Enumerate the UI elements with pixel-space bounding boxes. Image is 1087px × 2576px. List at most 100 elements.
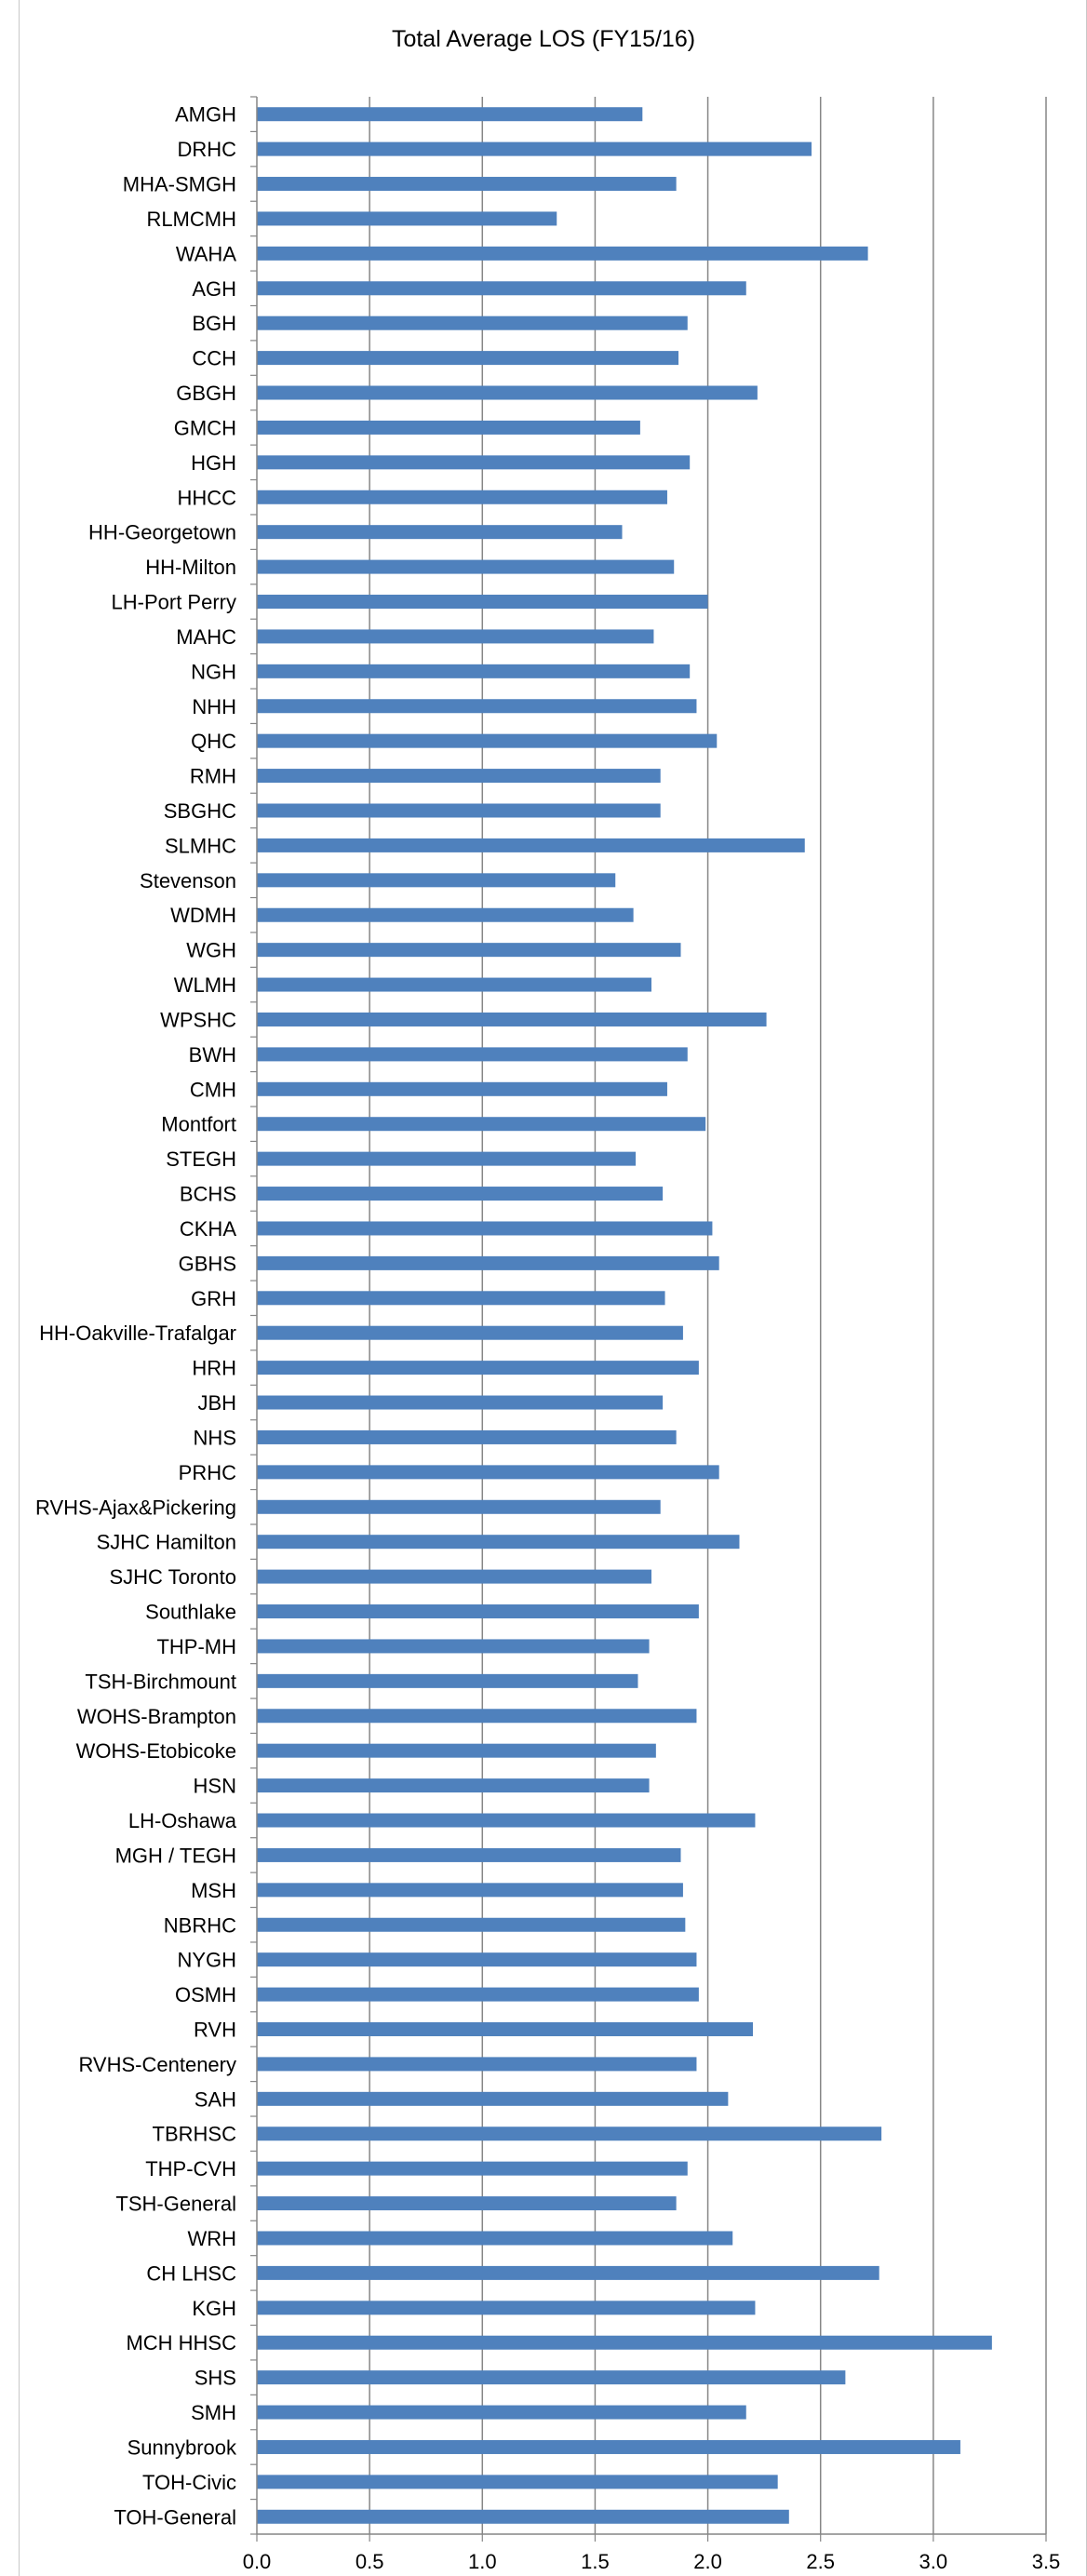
category-label-28: BWH	[189, 1043, 236, 1067]
category-label-19: QHC	[191, 730, 236, 753]
bar-66	[257, 2370, 846, 2385]
category-label-7: BGH	[192, 312, 236, 335]
bar-46	[257, 1673, 638, 1688]
bar-layer	[257, 107, 992, 2524]
category-label-35: GRH	[191, 1287, 236, 1310]
category-label-38: JBH	[197, 1391, 236, 1415]
bar-11	[257, 455, 691, 470]
category-label-33: CKHA	[180, 1217, 236, 1241]
category-label-64: KGH	[192, 2297, 236, 2320]
category-label-24: WDMH	[170, 904, 236, 927]
category-label-10: GMCH	[174, 416, 236, 439]
bar-48	[257, 1743, 656, 1758]
bar-31	[257, 1151, 637, 1166]
category-label-27: WPSHC	[160, 1008, 236, 1031]
category-label-29: CMH	[190, 1078, 236, 1101]
category-label-50: LH-Oshawa	[128, 1809, 237, 1832]
category-label-57: RVHS-Centenery	[78, 2053, 236, 2076]
bar-61	[257, 2196, 677, 2211]
bar-55	[257, 1987, 699, 2002]
category-label-3: MHA-SMGH	[123, 173, 236, 196]
category-label-16: MAHC	[176, 625, 236, 649]
bar-40	[257, 1465, 719, 1480]
category-label-66: SHS	[195, 2367, 236, 2390]
category-label-31: STEGH	[166, 1147, 236, 1171]
category-label-61: TSH-General	[115, 2193, 236, 2216]
category-label-15: LH-Port Perry	[112, 591, 236, 614]
bar-58	[257, 2091, 729, 2106]
category-label-layer: AMGH DRHC MHA-SMGH RLMCMH WAHA AGH BGH CCH GBGH G…	[35, 103, 237, 2529]
bar-8	[257, 351, 679, 366]
category-label-21: SBGHC	[164, 799, 236, 823]
category-label-34: GBHS	[179, 1252, 236, 1275]
category-label-53: NBRHC	[164, 1913, 236, 1937]
category-label-68: Sunnybrook	[127, 2435, 237, 2459]
bar-23	[257, 873, 616, 888]
category-label-67: SMH	[191, 2401, 236, 2424]
bar-43	[257, 1569, 651, 1584]
bar-37	[257, 1361, 699, 1375]
bar-9	[257, 385, 758, 400]
category-label-4: RLMCMH	[146, 208, 236, 231]
bar-59	[257, 2127, 882, 2141]
bar-54	[257, 1952, 697, 1967]
bar-3	[257, 177, 677, 192]
bar-14	[257, 559, 675, 574]
bar-15	[257, 595, 708, 610]
bar-64	[257, 2301, 756, 2315]
bar-28	[257, 1047, 688, 1062]
category-label-20: RMH	[190, 765, 236, 788]
bar-62	[257, 2231, 733, 2246]
bar-57	[257, 2057, 697, 2072]
x-tick-label-4: 2.0	[693, 2550, 722, 2573]
category-label-51: MGH / TEGH	[115, 1844, 236, 1867]
category-label-9: GBGH	[176, 382, 236, 405]
bar-33	[257, 1221, 713, 1236]
bar-2	[257, 141, 812, 156]
bar-60	[257, 2161, 688, 2176]
chart-title: Total Average LOS (FY15/16)	[391, 26, 696, 52]
bar-35	[257, 1291, 665, 1306]
bar-27	[257, 1012, 767, 1026]
x-tick-label-7: 3.5	[1032, 2550, 1061, 2573]
category-label-70: TOH-General	[114, 2505, 236, 2529]
category-label-8: CCH	[192, 347, 236, 370]
bar-7	[257, 315, 688, 330]
category-label-65: MCH HHSC	[126, 2331, 236, 2355]
category-label-40: PRHC	[179, 1461, 236, 1484]
category-label-26: WLMH	[174, 973, 236, 997]
bar-53	[257, 1917, 686, 1932]
bar-52	[257, 1883, 683, 1898]
bar-26	[257, 977, 651, 992]
category-label-32: BCHS	[180, 1183, 236, 1206]
bar-45	[257, 1639, 650, 1654]
category-label-58: SAH	[195, 2087, 236, 2111]
category-label-47: WOHS-Brampton	[77, 1705, 236, 1728]
category-label-52: MSH	[191, 1879, 236, 1902]
bar-36	[257, 1325, 683, 1340]
category-label-25: WGH	[186, 939, 236, 962]
category-label-17: NGH	[191, 660, 236, 683]
bar-19	[257, 733, 718, 748]
category-label-54: NYGH	[177, 1949, 236, 1972]
category-label-30: Montfort	[161, 1113, 236, 1136]
bar-16	[257, 629, 654, 644]
category-label-59: TBRHSC	[153, 2123, 237, 2146]
bar-10	[257, 420, 640, 435]
bar-6	[257, 281, 746, 296]
bar-1	[257, 107, 643, 122]
category-label-60: THP-CVH	[145, 2157, 236, 2180]
category-label-18: NHH	[192, 695, 236, 718]
category-label-1: AMGH	[175, 103, 236, 127]
category-label-36: HH-Oakville-Trafalgar	[39, 1322, 236, 1345]
bar-24	[257, 907, 634, 922]
x-tick-label-6: 3.0	[919, 2550, 948, 2573]
bar-70	[257, 2509, 789, 2524]
category-label-23: Stevenson	[140, 869, 236, 892]
category-label-41: RVHS-Ajax&Pickering	[35, 1496, 236, 1519]
category-label-42: SJHC Hamilton	[97, 1531, 236, 1554]
x-tick-label-0: 0.0	[243, 2550, 272, 2573]
x-tick-label-2: 1.0	[468, 2550, 497, 2573]
bar-50	[257, 1813, 756, 1828]
bar-4	[257, 211, 557, 226]
